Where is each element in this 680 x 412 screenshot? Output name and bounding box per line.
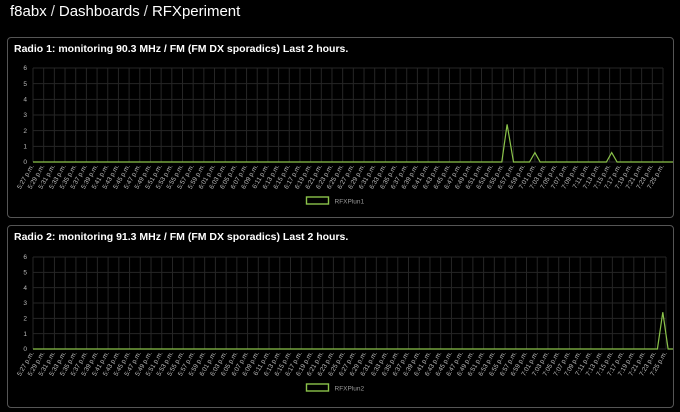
y-tick-label: 0 xyxy=(23,346,27,353)
chart-panel-radio-2: Radio 2: monitoring 91.3 MHz / FM (FM DX… xyxy=(7,225,674,408)
y-tick-label: 4 xyxy=(23,97,27,104)
breadcrumb-user[interactable]: f8abx xyxy=(10,3,47,20)
legend-swatch xyxy=(305,196,330,205)
y-tick-label: 4 xyxy=(23,285,27,292)
y-tick-label: 3 xyxy=(23,300,27,307)
y-tick-label: 6 xyxy=(23,65,27,72)
series-line xyxy=(33,312,673,350)
legend-label: RFXPlun2 xyxy=(335,386,365,393)
breadcrumb-separator: / xyxy=(143,3,148,20)
y-tick-label: 0 xyxy=(23,159,27,166)
panel-title: Radio 1: monitoring 90.3 MHz / FM (FM DX… xyxy=(14,43,349,55)
chart-legend[interactable]: RFXPlun1 xyxy=(305,196,365,206)
breadcrumb: f8abx / Dashboards / RFXperiment xyxy=(10,3,240,23)
page-title: RFXperiment xyxy=(151,3,241,20)
legend-swatch xyxy=(305,383,330,392)
chart-legend[interactable]: RFXPlun2 xyxy=(305,383,365,393)
y-tick-label: 5 xyxy=(23,270,27,277)
y-tick-label: 3 xyxy=(23,112,27,119)
y-tick-label: 6 xyxy=(23,254,27,261)
chart-panel-radio-1: Radio 1: monitoring 90.3 MHz / FM (FM DX… xyxy=(7,37,674,218)
breadcrumb-dashboards[interactable]: Dashboards xyxy=(58,3,140,20)
y-tick-label: 2 xyxy=(23,316,27,323)
series-line xyxy=(33,124,673,163)
y-tick-label: 2 xyxy=(23,128,27,135)
breadcrumb-separator: / xyxy=(50,3,55,20)
y-tick-label: 1 xyxy=(23,144,27,151)
y-tick-label: 5 xyxy=(23,81,27,88)
y-tick-label: 1 xyxy=(23,331,27,338)
panel-title: Radio 2: monitoring 91.3 MHz / FM (FM DX… xyxy=(14,231,349,243)
legend-label: RFXPlun1 xyxy=(335,199,365,206)
